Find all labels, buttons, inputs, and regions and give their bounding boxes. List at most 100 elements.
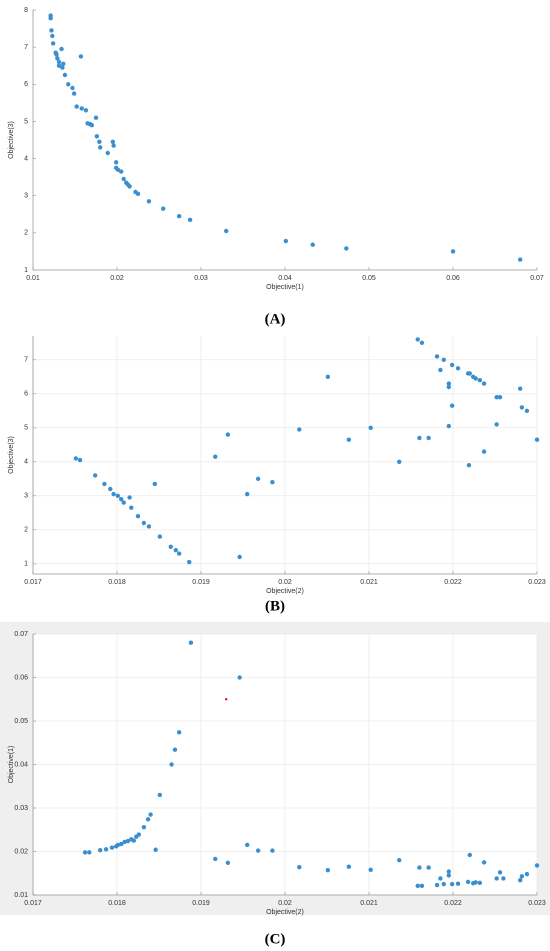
scatter-point <box>225 860 231 866</box>
scatter-point <box>465 879 471 885</box>
scatter-point <box>97 139 102 145</box>
x-tick-label: 0.018 <box>108 900 126 907</box>
scatter-point <box>501 876 506 881</box>
scatter-point <box>146 199 152 204</box>
y-tick-label: 0.06 <box>14 674 28 681</box>
scatter-point <box>518 878 523 883</box>
scatter-point <box>534 437 540 442</box>
scatter-point <box>344 246 349 251</box>
y-tick-label: 1 <box>24 561 28 568</box>
x-tick-label: 0.02 <box>278 900 292 907</box>
y-axis-label: Objective(1) <box>8 746 15 784</box>
scatter-point <box>153 847 158 852</box>
scatter-point <box>82 850 88 855</box>
scatter-point <box>173 548 178 553</box>
y-tick-label: 4 <box>24 459 28 466</box>
scatter-point <box>237 675 242 680</box>
scatter-point <box>110 139 116 145</box>
scatter-point <box>534 863 540 868</box>
x-tick-label: 0.07 <box>530 275 544 282</box>
scatter-point <box>434 882 440 888</box>
scatter-point <box>121 500 126 505</box>
scatter-point <box>187 217 193 223</box>
caption: (B) <box>265 598 285 614</box>
scatter-point <box>141 824 147 830</box>
scatter-point <box>56 59 62 65</box>
caption: (A) <box>265 311 286 327</box>
scatter-point <box>519 874 525 879</box>
scatter-point <box>59 46 64 52</box>
scatter-point <box>494 422 499 427</box>
y-tick-label: 0.02 <box>14 848 28 855</box>
scatter-point <box>524 871 530 877</box>
scatter-point <box>446 423 451 429</box>
scatter-point <box>270 848 275 853</box>
scatter-point <box>446 869 451 874</box>
scatter-point <box>455 366 461 371</box>
scatter-point <box>157 792 163 798</box>
y-tick-label: 0.07 <box>14 631 28 638</box>
scatter-point <box>325 868 331 873</box>
scatter-point <box>161 206 166 211</box>
scatter-point <box>417 865 422 870</box>
scatter-point <box>111 143 116 148</box>
scatter-point <box>438 876 443 881</box>
scatter-point <box>417 435 422 441</box>
scatter-point <box>438 367 443 373</box>
y-axis-label: Objective(3) <box>8 436 15 474</box>
scatter-point <box>419 883 425 889</box>
scatter-point <box>237 554 242 560</box>
scatter-point <box>473 376 478 381</box>
scatter-point <box>481 381 487 386</box>
caption: (C) <box>265 931 286 947</box>
y-tick-label: 5 <box>24 425 28 432</box>
scatter-point <box>70 85 75 91</box>
scatter-point <box>524 408 530 413</box>
scatter-point <box>169 762 174 767</box>
scatter-point <box>426 865 431 870</box>
y-tick-label: 0.01 <box>14 892 28 899</box>
chart-panel: 0.01 0.02 0.03 0.04 0.05 0.06 0.07 0.017 0.018 0.… <box>0 622 550 916</box>
scatter-point <box>426 435 431 441</box>
x-tick-label: 0.05 <box>362 275 376 282</box>
scatter-point <box>136 832 142 837</box>
scatter-point <box>56 63 62 68</box>
scatter-point <box>129 505 134 510</box>
scatter-point <box>113 160 119 165</box>
scatter-point <box>368 867 373 872</box>
scatter-point <box>477 378 483 383</box>
scatter-point <box>119 841 124 847</box>
scatter-point <box>255 848 261 853</box>
y-tick-label: 1 <box>24 267 28 274</box>
scatter-point <box>346 437 352 442</box>
scatter-point <box>213 454 218 459</box>
scatter-point <box>225 698 228 701</box>
scatter-point <box>119 497 124 502</box>
y-tick-label: 6 <box>24 81 28 88</box>
scatter-point <box>473 880 478 885</box>
scatter-point <box>176 213 182 219</box>
scatter-point <box>89 122 95 128</box>
scatter-point <box>255 476 261 481</box>
scatter-point <box>61 61 66 67</box>
scatter-point <box>66 82 71 87</box>
scatter-point <box>397 459 402 464</box>
chart-panel: 1 2 3 4 5 6 7 8 0.01 0.02 0.03 0.04 0.05 0.06 0.07 Obje… <box>8 7 544 291</box>
scatter-point <box>466 463 472 468</box>
scatter-point <box>152 481 157 487</box>
x-tick-label: 0.017 <box>24 579 42 586</box>
scatter-point <box>450 249 456 254</box>
scatter-point <box>50 41 56 46</box>
scatter-point <box>102 481 107 487</box>
scatter-point <box>127 184 132 189</box>
scatter-point <box>115 167 121 172</box>
scatter-point <box>297 427 302 432</box>
scatter-point <box>146 524 152 529</box>
x-axis-label: Objective(2) <box>266 909 304 916</box>
scatter-point <box>148 812 153 817</box>
x-tick-label: 0.018 <box>108 579 126 586</box>
scatter-point <box>105 150 110 156</box>
scatter-point <box>103 847 109 852</box>
x-tick-label: 0.06 <box>446 275 460 282</box>
scatter-point <box>449 362 455 368</box>
